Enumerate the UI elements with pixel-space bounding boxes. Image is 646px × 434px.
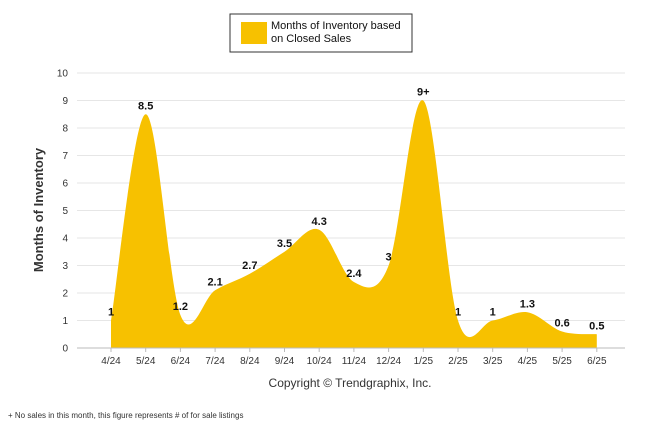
x-tick-label: 2/25	[448, 356, 468, 367]
data-label: 2.7	[242, 260, 257, 272]
x-tick-label: 5/25	[552, 356, 572, 367]
y-tick-label: 4	[62, 234, 68, 245]
legend-swatch	[241, 22, 267, 44]
x-tick-label: 4/24	[101, 356, 121, 367]
x-tick-label: 1/25	[414, 356, 434, 367]
data-label: 1	[108, 307, 114, 319]
y-axis-label: Months of Inventory	[31, 147, 46, 272]
x-axis-ticks: 4/24 5/24 6/24 7/24 8/24 9/24 10/24 11/24 12/24 1…	[101, 348, 607, 367]
x-tick-label: 5/24	[136, 356, 156, 367]
data-label: 1.2	[173, 301, 188, 313]
x-tick-label: 10/24	[307, 356, 332, 367]
data-label: 2.1	[207, 276, 222, 288]
y-tick-label: 0	[62, 344, 68, 355]
x-tick-label: 3/25	[483, 356, 503, 367]
y-tick-label: 2	[62, 289, 68, 300]
x-tick-label: 6/24	[171, 356, 191, 367]
legend: Months of Inventory based on Closed Sale…	[229, 13, 413, 53]
data-label: 1.3	[520, 298, 535, 310]
data-label: 9+	[417, 87, 430, 99]
copyright: Copyright © Trendgraphix, Inc.	[269, 376, 432, 390]
x-tick-label: 7/24	[205, 356, 225, 367]
y-axis-ticks: 0 1 2 3 4 5 6 7 8 9 10	[57, 69, 69, 355]
x-tick-label: 12/24	[376, 356, 401, 367]
y-tick-label: 7	[62, 151, 68, 162]
y-tick-label: 3	[62, 261, 68, 272]
x-tick-label: 9/24	[275, 356, 295, 367]
footnote: + No sales in this month, this figure re…	[8, 411, 243, 420]
x-tick-label: 11/24	[342, 356, 367, 367]
data-label: 3	[386, 252, 392, 264]
y-tick-label: 5	[62, 206, 68, 217]
data-label: 0.5	[589, 320, 604, 332]
legend-label-line-2: on Closed Sales	[271, 33, 352, 45]
x-tick-label: 6/25	[587, 356, 607, 367]
legend-label-line-1: Months of Inventory based	[271, 20, 401, 32]
x-tick-label: 8/24	[240, 356, 260, 367]
data-label: 0.6	[554, 318, 569, 330]
data-label: 3.5	[277, 238, 292, 250]
data-labels: 1 8.5 1.2 2.1 2.7 3.5 4.3 2.4 3 9+ 1 1 1.3 0.6 0.5	[108, 87, 605, 333]
y-tick-label: 1	[62, 316, 68, 327]
y-tick-label: 10	[57, 69, 69, 80]
area-series	[111, 100, 597, 348]
data-label: 1	[455, 307, 461, 319]
y-tick-label: 6	[62, 179, 68, 190]
data-label: 2.4	[346, 268, 362, 280]
data-label: 4.3	[312, 216, 327, 228]
x-tick-label: 4/25	[518, 356, 538, 367]
data-label: 8.5	[138, 100, 153, 112]
y-tick-label: 8	[62, 124, 68, 135]
data-label: 1	[490, 307, 496, 319]
y-tick-label: 9	[62, 96, 68, 107]
